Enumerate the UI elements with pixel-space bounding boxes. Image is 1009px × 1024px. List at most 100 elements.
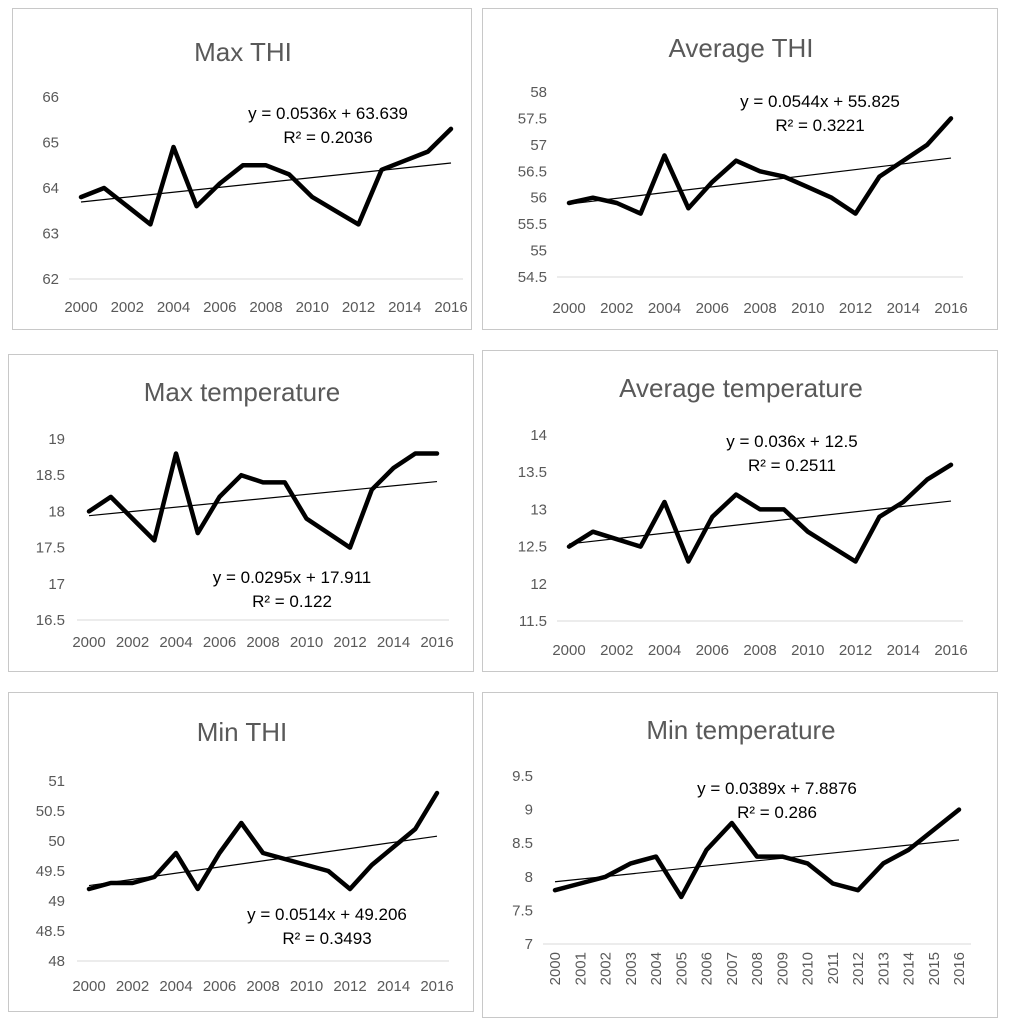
x-tick-label: 2007: [724, 952, 741, 985]
x-tick-label: 2014: [887, 300, 920, 317]
r-squared-label: R² = 0.2511: [748, 456, 836, 475]
x-tick-label: 2001: [572, 952, 589, 985]
y-tick-label: 63: [42, 226, 59, 243]
x-tick-label: 2012: [342, 299, 375, 316]
series-line: [78, 126, 454, 227]
y-tick-label: 13.5: [518, 464, 547, 481]
x-tick-label: 2002: [598, 952, 615, 985]
chart-svg-min-temp: Min temperature 7 7.5 8 8.5 9 9.5 2000 2001 2002 2…: [512, 715, 971, 985]
x-tick-label: 2004: [648, 642, 681, 659]
x-tick-label: 2013: [875, 952, 892, 985]
x-tick-label: 2002: [111, 299, 144, 316]
x-tick-label: 2016: [420, 978, 453, 995]
x-tick-label: 2012: [333, 978, 366, 995]
x-tick-label: 2009: [774, 952, 791, 985]
chart-svg-max-thi: Max THI 62 63 64 65 66 2000 2002 2004 2006 2008 201…: [42, 37, 467, 316]
x-tick-label: 2006: [696, 642, 729, 659]
x-tick-label: 2004: [159, 978, 192, 995]
series-line: [86, 451, 440, 550]
series-line: [552, 807, 962, 900]
y-tick-label: 16.5: [36, 612, 65, 629]
x-tick-label: 2008: [749, 952, 766, 985]
y-tick-label: 9: [525, 802, 533, 819]
x-tick-label: 2005: [673, 952, 690, 985]
x-tick-label: 2014: [377, 634, 410, 651]
x-tick-label: 2016: [934, 300, 967, 317]
x-tick-label: 2014: [388, 299, 421, 316]
x-tick-label: 2016: [951, 952, 968, 985]
y-tick-label: 18: [48, 503, 65, 520]
x-tick-label: 2016: [420, 634, 453, 651]
x-tick-label: 2008: [246, 634, 279, 651]
x-tick-label: 2004: [648, 300, 681, 317]
r-squared-label: R² = 0.3493: [282, 929, 371, 948]
y-tick-label: 62: [42, 271, 59, 288]
chart-svg-average-temp: Average temperature 11.5 12 12.5 13 13.5 14 200…: [518, 373, 968, 659]
series-line: [566, 116, 954, 216]
y-tick-label: 57.5: [518, 110, 547, 127]
y-tick-label: 51: [48, 773, 65, 790]
y-tick-label: 50.5: [36, 803, 65, 820]
trendline: [568, 500, 952, 545]
y-tick-label: 12: [530, 576, 547, 593]
series-line: [566, 462, 954, 564]
trendline: [568, 157, 952, 205]
y-tick-label: 14: [530, 427, 547, 444]
y-tick-label: 7: [525, 936, 533, 953]
chart-title: Max temperature: [144, 377, 341, 407]
trendline: [80, 162, 452, 203]
x-tick-label: 2006: [203, 299, 236, 316]
x-tick-label: 2006: [203, 634, 236, 651]
x-tick-label: 2000: [552, 300, 585, 317]
y-tick-label: 57: [530, 137, 547, 154]
x-tick-label: 2010: [296, 299, 329, 316]
x-tick-label: 2008: [246, 978, 279, 995]
x-tick-label: 2003: [623, 952, 640, 985]
x-tick-label: 2006: [696, 300, 729, 317]
trendline: [88, 835, 438, 887]
x-tick-label: 2012: [839, 642, 872, 659]
trendline-equation: y = 0.0389x + 7.8876: [697, 779, 857, 798]
y-tick-label: 66: [42, 89, 59, 106]
chart-panel-min-thi: Min THI 48 48.5 49 49.5 50 50.5 51 2000 2002 2004 2…: [8, 692, 474, 1012]
chart-svg-average-thi: Average THI 54.5 55 55.5 56 56.5 57 57.5 58 2000 2…: [518, 33, 968, 317]
y-tick-label: 54.5: [518, 269, 547, 286]
chart-title: Max THI: [194, 37, 292, 67]
y-tick-label: 64: [42, 180, 59, 197]
chart-svg-min-thi: Min THI 48 48.5 49 49.5 50 50.5 51 2000 2002 2004 2…: [36, 717, 454, 995]
x-tick-label: 2008: [743, 642, 776, 659]
x-tick-label: 2014: [887, 642, 920, 659]
r-squared-label: R² = 0.2036: [283, 128, 372, 147]
x-tick-label: 2012: [839, 300, 872, 317]
x-tick-label: 2004: [648, 952, 665, 985]
x-tick-label: 2002: [600, 642, 633, 659]
x-tick-label: 2000: [64, 299, 97, 316]
r-squared-label: R² = 0.286: [737, 803, 817, 822]
trendline: [88, 480, 438, 517]
x-tick-label: 2002: [116, 978, 149, 995]
y-tick-label: 55: [530, 243, 547, 260]
x-tick-label: 2011: [825, 952, 842, 984]
y-tick-label: 48.5: [36, 923, 65, 940]
x-tick-label: 2008: [249, 299, 282, 316]
chart-title: Min THI: [197, 717, 288, 747]
x-tick-label: 2010: [290, 978, 323, 995]
y-tick-label: 58: [530, 84, 547, 101]
y-tick-label: 50: [48, 833, 65, 850]
y-tick-label: 17: [48, 576, 65, 593]
x-tick-label: 2010: [791, 642, 824, 659]
y-tick-label: 12.5: [518, 539, 547, 556]
trendline-equation: y = 0.0514x + 49.206: [247, 905, 407, 924]
x-tick-label: 2015: [926, 952, 943, 985]
x-tick-label: 2004: [159, 634, 192, 651]
x-tick-label: 2002: [116, 634, 149, 651]
y-tick-label: 49: [48, 893, 65, 910]
y-tick-label: 55.5: [518, 216, 547, 233]
chart-title: Average THI: [668, 33, 813, 63]
x-tick-label: 2002: [600, 300, 633, 317]
x-tick-label: 2006: [203, 978, 236, 995]
x-tick-label: 2016: [434, 299, 467, 316]
y-tick-label: 17.5: [36, 540, 65, 557]
x-tick-label: 2000: [552, 642, 585, 659]
chart-panel-average-temperature: Average temperature 11.5 12 12.5 13 13.5 14 200…: [482, 350, 998, 672]
